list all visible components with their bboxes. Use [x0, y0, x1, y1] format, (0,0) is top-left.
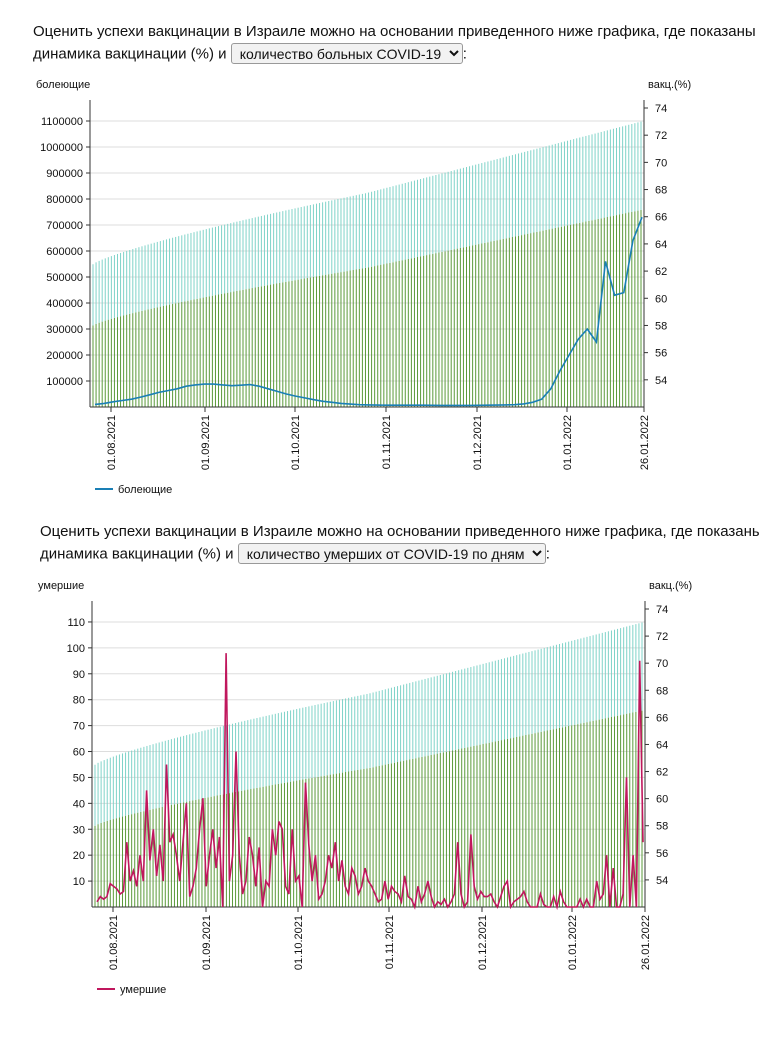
- left-tick-label: 50: [73, 772, 85, 784]
- left-tick-label: 1000000: [40, 142, 83, 154]
- legend-label: умершие: [120, 984, 166, 996]
- right-tick-label: 64: [656, 739, 668, 751]
- right-tick-label: 74: [655, 103, 667, 115]
- right-tick-label: 62: [656, 767, 668, 779]
- left-tick-label: 90: [73, 669, 85, 681]
- metric-select-1[interactable]: количество больных COVID-19: [230, 43, 463, 64]
- left-tick-label: 500000: [46, 272, 83, 284]
- series-line: [94, 216, 643, 407]
- intro-text-1: Оценить успехи вакцинации в Израиле можн…: [33, 21, 759, 66]
- right-tick-label: 62: [655, 266, 667, 278]
- x-tick-label: 01.12.2021: [477, 915, 489, 970]
- right-axis-label: вакц.(%): [649, 580, 692, 592]
- left-tick-label: 400000: [46, 298, 83, 310]
- right-tick-label: 74: [656, 604, 668, 616]
- right-tick-label: 66: [656, 712, 668, 724]
- right-tick-label: 72: [656, 631, 668, 643]
- intro-suffix: :: [462, 45, 467, 63]
- x-tick-label: 01.08.2021: [106, 415, 118, 470]
- intro-sentence: Оценить успехи вакцинации в Израиле можн…: [40, 523, 759, 563]
- left-tick-label: 1100000: [41, 116, 83, 128]
- left-tick-label: 70: [73, 721, 85, 733]
- right-tick-label: 70: [656, 658, 668, 670]
- right-axis-label: вакц.(%): [648, 79, 691, 91]
- right-tick-label: 58: [655, 320, 667, 332]
- sick-chart: болеющие вакц.(%) 100000 200000 300000 400000…: [36, 79, 691, 496]
- right-tick-label: 68: [655, 185, 667, 197]
- intro-text-2: Оценить успехи вакцинации в Израиле можн…: [40, 521, 759, 566]
- legend-label: болеющие: [118, 484, 172, 496]
- x-tick-label: 26.01.2022: [640, 915, 652, 970]
- right-tick-label: 60: [656, 794, 668, 806]
- x-tick-label: 01.01.2022: [567, 915, 579, 970]
- x-tick-label: 01.11.2021: [381, 415, 393, 469]
- x-tick-label: 01.09.2021: [201, 915, 213, 970]
- intro-suffix: :: [545, 545, 550, 563]
- x-tick-label: 01.08.2021: [108, 915, 120, 970]
- left-tick-label: 100000: [46, 376, 83, 388]
- right-tick-label: 54: [656, 875, 668, 887]
- series-line: [96, 653, 644, 911]
- x-tick-label: 01.09.2021: [200, 415, 212, 470]
- right-tick-label: 58: [656, 821, 668, 833]
- left-tick-label: 700000: [46, 220, 83, 232]
- left-tick-label: 20: [73, 850, 85, 862]
- right-tick-label: 66: [655, 212, 667, 224]
- x-tick-label: 01.10.2021: [290, 415, 302, 470]
- left-tick-label: 900000: [46, 168, 83, 180]
- x-tick-label: 01.01.2022: [562, 415, 574, 470]
- left-tick-label: 300000: [46, 324, 83, 336]
- right-tick-label: 56: [655, 348, 667, 360]
- left-tick-label: 30: [73, 824, 85, 836]
- x-tick-label: 01.10.2021: [293, 915, 305, 970]
- metric-select-2[interactable]: количество умерших от COVID-19 по дням: [237, 543, 546, 564]
- right-tick-label: 60: [655, 293, 667, 305]
- right-tick-label: 72: [655, 130, 667, 142]
- left-tick-label: 80: [73, 695, 85, 707]
- right-tick-label: 56: [656, 848, 668, 860]
- left-tick-label: 40: [73, 798, 85, 810]
- left-tick-label: 100: [67, 643, 85, 655]
- left-tick-label: 800000: [46, 194, 83, 206]
- left-axis-label: болеющие: [36, 79, 90, 91]
- left-tick-label: 600000: [46, 246, 83, 258]
- intro-sentence: Оценить успехи вакцинации в Израиле можн…: [33, 23, 756, 63]
- left-axis-label: умершие: [38, 580, 84, 592]
- x-tick-label: 01.11.2021: [384, 915, 396, 969]
- right-tick-label: 68: [656, 685, 668, 697]
- left-tick-label: 200000: [46, 350, 83, 362]
- left-tick-label: 110: [67, 617, 85, 629]
- right-tick-label: 70: [655, 157, 667, 169]
- x-tick-label: 01.12.2021: [472, 415, 484, 470]
- left-tick-label: 60: [73, 747, 85, 759]
- left-tick-label: 10: [73, 876, 85, 888]
- right-tick-label: 54: [655, 375, 667, 387]
- right-tick-label: 64: [655, 239, 667, 251]
- x-tick-label: 26.01.2022: [639, 415, 651, 470]
